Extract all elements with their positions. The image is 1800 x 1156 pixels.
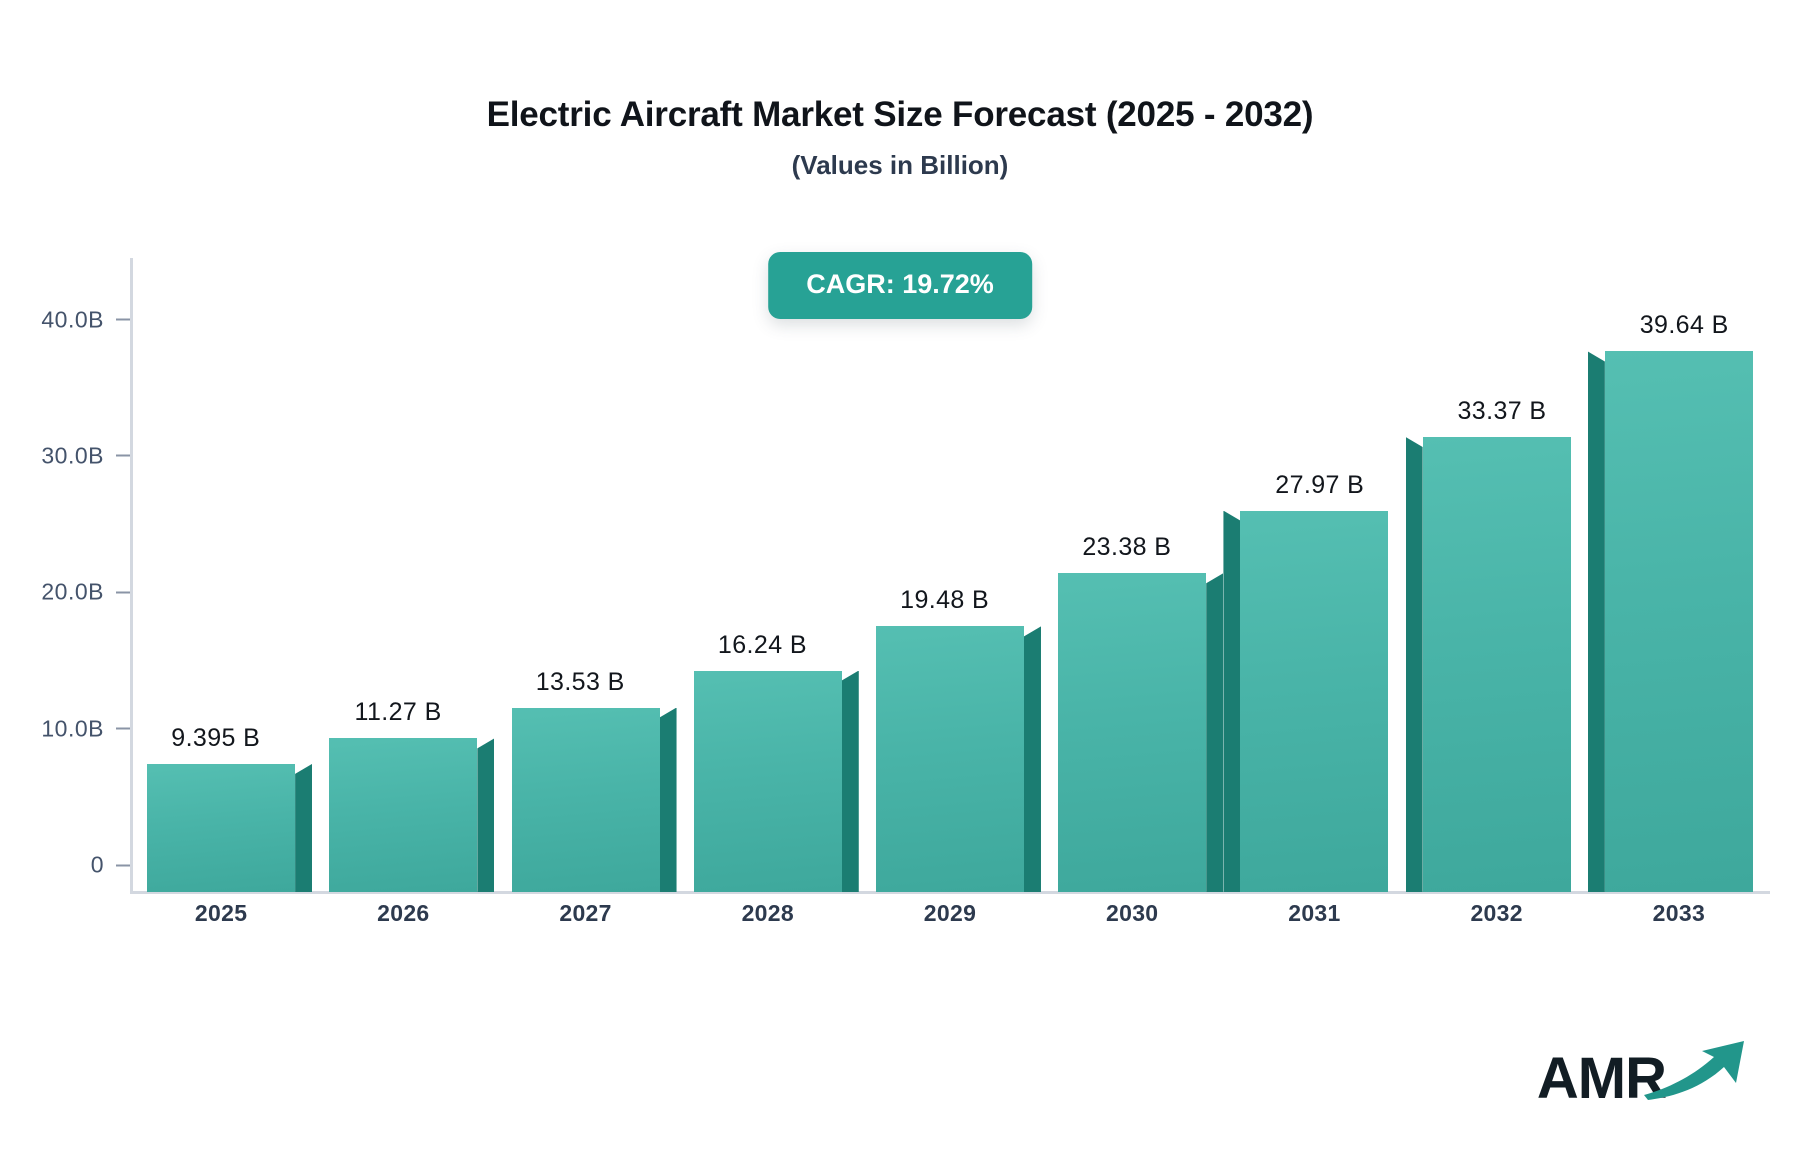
bar-slot: 19.48 B [859, 292, 1041, 892]
bar-value-label: 16.24 B [717, 630, 807, 659]
bar-side-face [1587, 351, 1605, 892]
bar[interactable] [1405, 436, 1571, 892]
y-axis-tick-mark [116, 454, 130, 457]
x-axis-label: 2027 [559, 900, 612, 926]
bar-column[interactable]: 19.48 B [875, 586, 1041, 892]
bar-side-face [1405, 436, 1423, 892]
logo-text: AMR [1536, 1046, 1667, 1111]
x-axis-label: 2033 [1652, 900, 1706, 926]
y-axis-line [130, 258, 133, 892]
x-axis-label: 2031 [1288, 900, 1341, 926]
bar-column[interactable]: 13.53 B [511, 668, 677, 892]
bar-value-label: 23.38 B [1082, 533, 1172, 562]
bar-column[interactable]: 23.38 B [1058, 533, 1224, 892]
x-axis-line [130, 891, 1770, 894]
bar[interactable] [875, 626, 1041, 892]
bar-side-face [841, 670, 859, 892]
bar-series: 9.395 B 11.27 B 13.53 B 16.24 B 19.48 B 23.38… [130, 292, 1770, 892]
bar-slot: 13.53 B [494, 292, 677, 892]
bar[interactable] [147, 763, 313, 892]
y-axis-tick: 0 [91, 852, 130, 879]
growth-arrow-icon [1640, 1037, 1752, 1106]
y-axis-tick-label: 20.0B [41, 578, 104, 605]
bar[interactable] [329, 738, 495, 892]
y-axis-tick-mark [116, 727, 130, 730]
y-axis-tick-mark [116, 591, 130, 594]
bar-value-label: 27.97 B [1275, 470, 1365, 499]
bar-column[interactable]: 39.64 B [1587, 311, 1753, 892]
bar-column[interactable]: 33.37 B [1405, 397, 1571, 892]
bar[interactable] [511, 707, 677, 892]
cagr-badge: CAGR: 19.72% [768, 252, 1032, 319]
bar-slot: 9.395 B [130, 292, 313, 892]
y-axis-tick-label: 10.0B [41, 715, 104, 742]
bar-column[interactable]: 9.395 B [147, 724, 313, 892]
x-axis-label: 2032 [1470, 900, 1523, 926]
bar-value-label: 13.53 B [535, 667, 625, 696]
y-axis-tick: 20.0B [41, 579, 130, 606]
bar-value-label: 39.64 B [1639, 311, 1729, 340]
bar-slot: 11.27 B [312, 292, 495, 892]
bar-slot: 23.38 B [1041, 292, 1224, 892]
bar-value-label: 11.27 B [354, 698, 442, 727]
chart-subtitle: (Values in Billion) [791, 149, 1009, 180]
y-axis-tick: 40.0B [41, 306, 130, 333]
bar-value-label: 19.48 B [900, 586, 990, 615]
bar[interactable] [693, 670, 859, 892]
y-axis-tick-label: 30.0B [41, 442, 104, 469]
bar-value-label: 9.395 B [171, 723, 261, 752]
bar-column[interactable]: 11.27 B [329, 698, 495, 892]
bar-side-face [477, 738, 495, 892]
bar[interactable] [1058, 573, 1224, 892]
bar-column[interactable]: 27.97 B [1223, 471, 1389, 892]
bar-slot: 33.37 B [1405, 292, 1588, 892]
bar-side-face [1023, 626, 1041, 892]
y-axis-tick-mark [116, 318, 130, 321]
x-axis-label: 2028 [741, 900, 794, 926]
y-axis-tick: 30.0B [41, 442, 130, 469]
bar-value-label: 33.37 B [1457, 396, 1547, 425]
bar-side-face [295, 763, 313, 892]
x-axis-label: 2030 [1106, 900, 1159, 926]
y-axis-tick-label: 40.0B [41, 306, 104, 333]
bar-side-face [1206, 573, 1224, 892]
bar-side-face [659, 707, 677, 892]
y-axis-tick: 10.0B [41, 715, 130, 742]
x-axis-labels: 2025 2026 2027 2028 2029 2030 2031 2032 2033 [130, 900, 1770, 927]
bar[interactable] [1587, 351, 1753, 892]
bar-column[interactable]: 16.24 B [693, 631, 859, 892]
x-axis-label: 2025 [194, 900, 248, 926]
bar-slot: 16.24 B [677, 292, 859, 892]
plot-area: 0 10.0B 20.0B 30.0B 40.0B 9.395 B 11.27 B 13.5… [41, 258, 1770, 894]
bar[interactable] [1223, 510, 1389, 892]
x-axis-label: 2026 [377, 900, 430, 926]
bar-side-face [1223, 510, 1241, 892]
title-block: Electric Aircraft Market Size Forecast (… [0, 95, 1800, 180]
amr-logo: AMR [1537, 1038, 1752, 1108]
x-axis-label: 2029 [923, 900, 977, 926]
bar-slot: 27.97 B [1223, 292, 1405, 892]
y-axis-tick-label: 0 [90, 851, 104, 878]
bar-slot: 39.64 B [1587, 292, 1770, 892]
page-title: Electric Aircraft Market Size Forecast (… [486, 95, 1314, 134]
y-axis-tick-mark [116, 864, 130, 866]
